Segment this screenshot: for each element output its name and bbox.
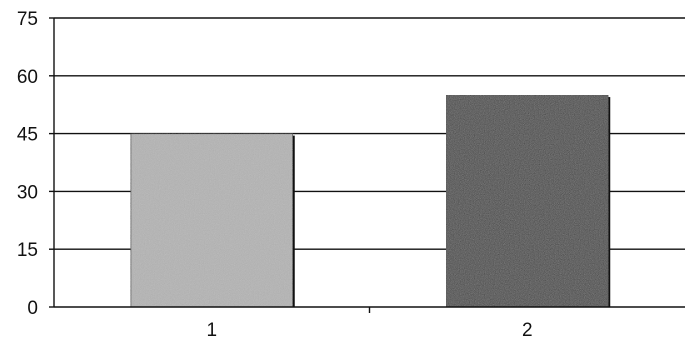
axes bbox=[49, 17, 685, 313]
y-tick-label-45: 45 bbox=[17, 125, 38, 146]
y-tick-label-75: 75 bbox=[17, 9, 38, 30]
y-tick-label-15: 15 bbox=[17, 240, 38, 261]
y-tick-labels: 0 15 30 45 60 75 bbox=[17, 9, 38, 319]
y-tick-label-60: 60 bbox=[17, 67, 38, 88]
bar-2 bbox=[445, 94, 609, 308]
x-tick-label-2: 2 bbox=[522, 320, 533, 341]
bars bbox=[130, 94, 611, 308]
y-tick-label-0: 0 bbox=[27, 298, 38, 319]
x-tick-label-1: 1 bbox=[206, 320, 217, 341]
bar-1 bbox=[130, 133, 294, 308]
y-tick-label-30: 30 bbox=[17, 182, 38, 203]
